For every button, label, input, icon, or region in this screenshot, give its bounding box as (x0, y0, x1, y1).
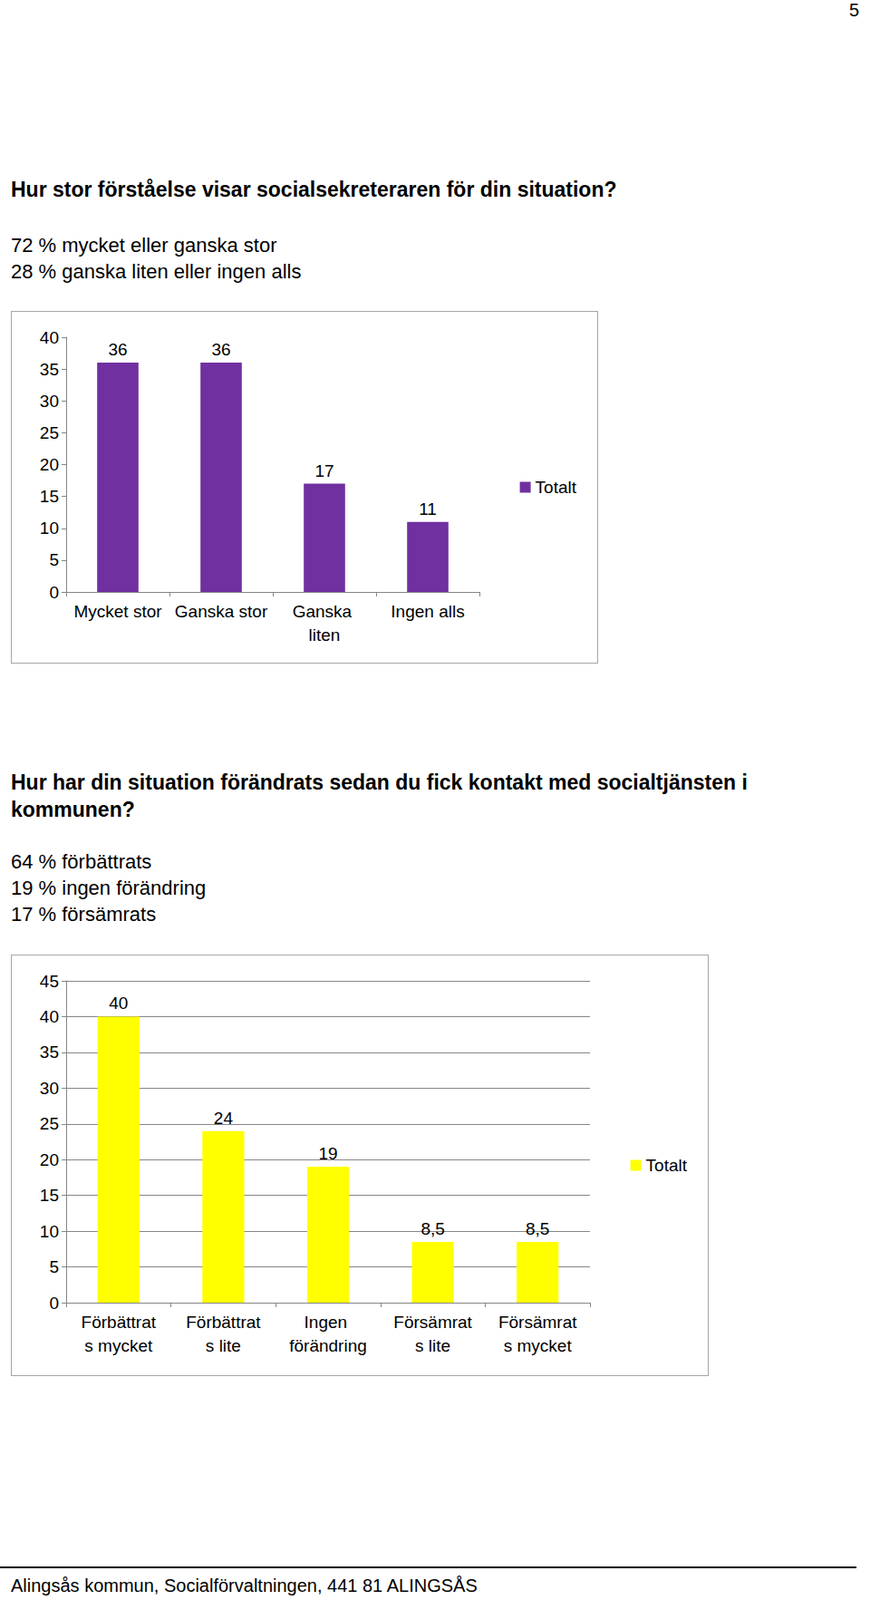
svg-text:s mycket: s mycket (503, 1335, 573, 1355)
html-text:72 % mycket eller ganska stor: 72 % mycket eller ganska stor (10, 233, 277, 257)
svg-text:förändring: förändring (289, 1335, 368, 1355)
svg-text:Ganska stor: Ganska stor (174, 601, 269, 621)
svg-text:24: 24 (213, 1108, 234, 1128)
svg-text:Förbättrat: Förbättrat (185, 1312, 261, 1332)
svg-text:15: 15 (39, 486, 59, 506)
svg-text:5: 5 (48, 1256, 59, 1276)
svg-text:35: 35 (39, 1042, 59, 1062)
svg-text:40: 40 (39, 1006, 59, 1026)
svg-text:Ganska: Ganska (292, 601, 358, 621)
svg-text:10: 10 (39, 1221, 59, 1241)
svg-text:Totalt: Totalt (646, 1155, 688, 1175)
svg-text:s lite: s lite (205, 1335, 242, 1355)
svg-text:19: 19 (318, 1143, 338, 1163)
svg-text:15: 15 (39, 1185, 59, 1205)
svg-text:Mycket stor: Mycket stor (73, 601, 163, 621)
svg-text:s mycket: s mycket (84, 1335, 154, 1355)
svg-text:10: 10 (39, 518, 59, 538)
svg-text:8,5: 8,5 (420, 1218, 445, 1238)
svg-text:30: 30 (39, 1078, 59, 1098)
svg-text:20: 20 (39, 454, 59, 474)
html-text:28 % ganska liten eller ingen: 28 % ganska liten eller ingen alls (10, 260, 302, 283)
svg-text:36: 36 (211, 339, 231, 359)
svg-text:s lite: s lite (415, 1335, 451, 1355)
svg-text:Försämrat: Försämrat (393, 1312, 473, 1332)
svg-text:45: 45 (39, 971, 59, 991)
svg-text:25: 25 (39, 1113, 59, 1133)
svg-text:25: 25 (39, 423, 59, 443)
svg-text:0: 0 (48, 582, 59, 602)
html-text:Alingsås kommun, Socialförvalt: Alingsås kommun, Socialförvaltningen, 44… (10, 1575, 478, 1595)
svg-text:Försämrat: Försämrat (498, 1312, 578, 1332)
svg-text:35: 35 (39, 359, 59, 379)
svg-text:40: 40 (39, 328, 59, 348)
html-text:Hur stor förståelse visar soci: Hur stor förståelse visar socialsekreter… (10, 177, 617, 202)
html-text:17 % försämrats: 17 % försämrats (10, 902, 157, 926)
html-text:64 % förbättrats: 64 % förbättrats (10, 850, 152, 873)
html-text:5: 5 (849, 0, 860, 20)
svg-text:30: 30 (39, 391, 59, 411)
svg-text:Totalt: Totalt (535, 477, 578, 497)
html-text:Hur har din situation förändra: Hur har din situation förändrats sedan d… (10, 770, 748, 822)
svg-text:Ingen: Ingen (304, 1312, 353, 1332)
svg-text:Förbättrat: Förbättrat (81, 1312, 157, 1332)
html-text:19 % ingen förändring: 19 % ingen förändring (10, 876, 206, 899)
svg-text:20: 20 (39, 1150, 59, 1170)
svg-text:17: 17 (314, 461, 334, 481)
svg-text:0: 0 (48, 1293, 59, 1313)
svg-text:11: 11 (418, 499, 437, 519)
svg-text:40: 40 (108, 993, 128, 1013)
svg-text:liten: liten (309, 625, 341, 645)
svg-text:Ingen alls: Ingen alls (390, 601, 464, 621)
svg-text:5: 5 (48, 550, 59, 570)
svg-text:8,5: 8,5 (525, 1218, 550, 1238)
svg-text:36: 36 (107, 339, 127, 359)
